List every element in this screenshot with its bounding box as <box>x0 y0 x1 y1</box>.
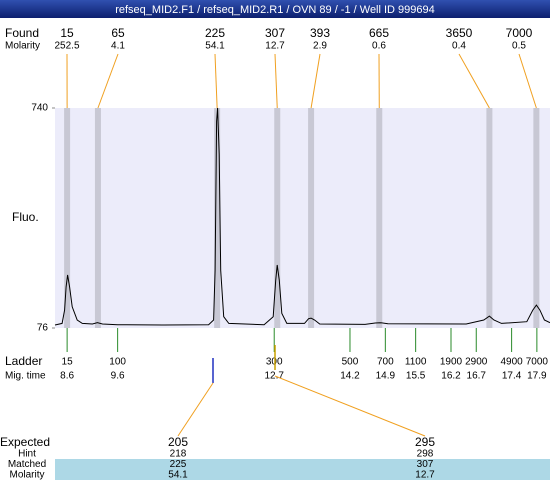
y-tick-label: 740 <box>31 103 48 114</box>
expected-row-label: Matched <box>8 459 46 470</box>
expected-size: 205 <box>168 435 188 449</box>
expected-row-value: 225 <box>170 459 187 470</box>
found-size: 3650 <box>446 26 473 40</box>
found-connector <box>519 54 536 108</box>
found-connector <box>275 54 277 108</box>
found-size: 65 <box>111 26 125 40</box>
expected-label: Expected <box>0 435 50 449</box>
matched-band <box>55 459 550 480</box>
found-size: 665 <box>369 26 389 40</box>
found-size: 225 <box>205 26 225 40</box>
ladder-size: 100 <box>109 357 126 368</box>
ladder-size: 7000 <box>526 357 549 368</box>
expected-connector <box>275 376 425 436</box>
found-molarity: 0.6 <box>372 41 386 52</box>
found-molarity: 0.5 <box>512 41 526 52</box>
peak-band <box>95 108 101 328</box>
ladder-size: 15 <box>62 357 74 368</box>
plot-area <box>55 108 550 328</box>
ladder-label: Ladder <box>5 354 42 368</box>
ladder-mig-time: 17.4 <box>502 371 522 382</box>
found-connector <box>311 54 320 108</box>
y-tick-label: 76 <box>37 323 49 334</box>
ladder-mig-time: 8.6 <box>60 371 74 382</box>
found-molarity: 252.5 <box>54 41 79 52</box>
ladder-mig-time: 9.6 <box>111 371 125 382</box>
ladder-size: 1900 <box>440 357 463 368</box>
y-axis-label: Fluo. <box>12 210 39 224</box>
found-size: 393 <box>310 26 330 40</box>
expected-row-value: 218 <box>170 449 187 460</box>
expected-row-value: 307 <box>417 459 434 470</box>
peak-band <box>64 108 70 328</box>
found-size: 7000 <box>506 26 533 40</box>
ladder-mig-time: 12.7 <box>264 371 284 382</box>
peak-band <box>486 108 492 328</box>
found-molarity: 2.9 <box>313 41 327 52</box>
found-molarity: 54.1 <box>205 41 225 52</box>
found-molarity: 0.4 <box>452 41 466 52</box>
ladder-size: 1100 <box>405 357 427 368</box>
found-size: 15 <box>60 26 74 40</box>
ladder-size: 2900 <box>465 357 488 368</box>
ladder-size: 4900 <box>500 357 523 368</box>
expected-row-value: 12.7 <box>415 470 435 480</box>
molarity-label: Molarity <box>5 41 40 52</box>
expected-connector <box>178 383 213 436</box>
found-molarity: 4.1 <box>111 41 125 52</box>
found-connector <box>459 54 489 108</box>
ladder-mig-time: 16.7 <box>467 371 487 382</box>
expected-row-label: Hint <box>18 449 36 460</box>
found-molarity: 12.7 <box>265 41 285 52</box>
found-connector <box>215 54 217 108</box>
mig-time-label: Mig. time <box>5 371 46 382</box>
ladder-size: 500 <box>342 357 359 368</box>
expected-row-value: 298 <box>417 449 434 460</box>
ladder-mig-time: 14.2 <box>340 371 360 382</box>
found-connector <box>98 54 118 108</box>
ladder-mig-time: 14.9 <box>376 371 396 382</box>
header-title: refseq_MID2.F1 / refseq_MID2.R1 / OVN 89… <box>115 4 435 16</box>
expected-size: 295 <box>415 435 435 449</box>
ladder-mig-time: 17.9 <box>527 371 547 382</box>
peak-band <box>533 108 539 328</box>
found-label: Found <box>5 26 39 40</box>
ladder-size: 700 <box>377 357 394 368</box>
found-size: 307 <box>265 26 285 40</box>
ladder-mig-time: 15.5 <box>406 371 426 382</box>
expected-row-value: 54.1 <box>168 470 188 480</box>
peak-band <box>308 108 314 328</box>
peak-band <box>376 108 382 328</box>
ladder-mig-time: 16.2 <box>441 371 461 382</box>
expected-row-label: Molarity <box>9 470 44 480</box>
